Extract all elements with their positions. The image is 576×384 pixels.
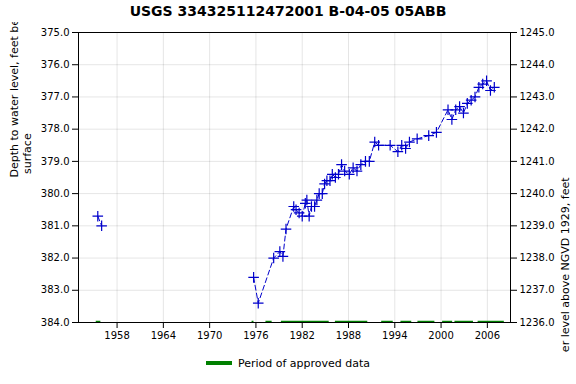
svg-text:1236.0: 1236.0 xyxy=(520,317,555,328)
svg-text:1244.0: 1244.0 xyxy=(520,59,555,70)
svg-text:1970: 1970 xyxy=(197,330,222,341)
svg-text:1240.0: 1240.0 xyxy=(520,188,555,199)
html-text:USGS 334325112472001 B-04-05 0: USGS 334325112472001 B-04-05 05ABB xyxy=(129,3,447,19)
svg-text:1243.0: 1243.0 xyxy=(520,91,555,102)
svg-text:1245.0: 1245.0 xyxy=(520,27,555,38)
svg-text:Depth to water level, feet bel: Depth to water level, feet below land su… xyxy=(8,22,34,178)
svg-text:1242.0: 1242.0 xyxy=(520,123,555,134)
svg-text:1964: 1964 xyxy=(151,330,176,341)
svg-text:377.0: 377.0 xyxy=(41,91,70,102)
svg-text:1988: 1988 xyxy=(336,330,361,341)
svg-text:2000: 2000 xyxy=(428,330,453,341)
svg-text:1237.0: 1237.0 xyxy=(520,284,555,295)
svg-text:378.0: 378.0 xyxy=(41,123,70,134)
svg-text:1238.0: 1238.0 xyxy=(520,252,555,263)
svg-text:382.0: 382.0 xyxy=(41,252,70,263)
svg-text:1982: 1982 xyxy=(289,330,314,341)
svg-text:383.0: 383.0 xyxy=(41,284,70,295)
svg-text:375.0: 375.0 xyxy=(41,27,70,38)
svg-text:1976: 1976 xyxy=(243,330,268,341)
svg-text:Groundwater level above NGVD 1: Groundwater level above NGVD 1929, feet xyxy=(559,177,572,352)
svg-text:1239.0: 1239.0 xyxy=(520,220,555,231)
html-text:Period of approved data: Period of approved data xyxy=(237,356,371,370)
svg-text:1241.0: 1241.0 xyxy=(520,156,555,167)
svg-text:384.0: 384.0 xyxy=(41,317,70,328)
svg-text:1994: 1994 xyxy=(382,330,407,341)
svg-text:381.0: 381.0 xyxy=(41,220,70,231)
svg-text:376.0: 376.0 xyxy=(41,59,70,70)
svg-text:2006: 2006 xyxy=(475,330,500,341)
svg-text:1958: 1958 xyxy=(104,330,129,341)
svg-text:379.0: 379.0 xyxy=(41,156,70,167)
svg-text:380.0: 380.0 xyxy=(41,188,70,199)
